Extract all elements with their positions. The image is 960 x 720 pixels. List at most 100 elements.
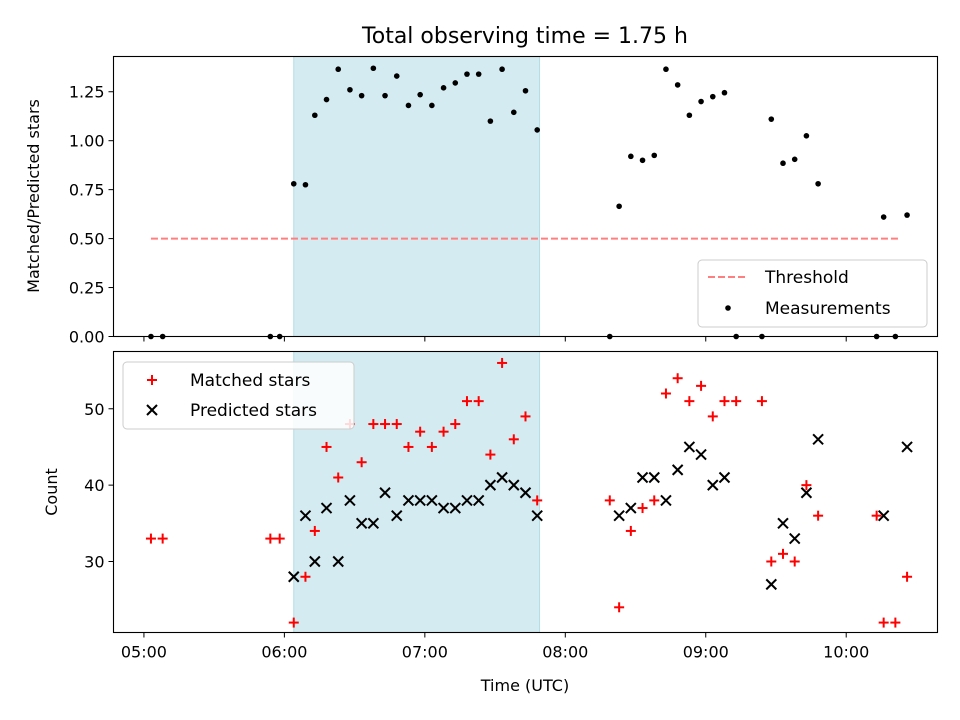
legend-threshold-label: Threshold	[764, 268, 849, 288]
bottom-axes-frame	[112, 350, 939, 634]
measurement-point	[499, 66, 505, 73]
measurement-point	[312, 112, 318, 119]
predicted-star-point	[671, 464, 684, 476]
matched-star-point	[450, 419, 461, 430]
predicted-star-point	[718, 471, 731, 484]
measurement-point	[417, 91, 423, 98]
matched-star-point	[672, 373, 683, 384]
measurement-point	[335, 66, 342, 73]
bottom-y-tick-label: 30	[84, 552, 104, 571]
measurement-point	[709, 93, 716, 100]
matched-star-point	[415, 426, 426, 437]
matched-star-point	[288, 617, 299, 628]
measurement-point	[475, 71, 482, 77]
top-y-tick-label: 1.25	[69, 83, 105, 102]
predicted-star-point	[765, 578, 778, 591]
measurement-point	[405, 102, 412, 109]
matched-star-point	[426, 441, 437, 452]
legends: Threshold Measurements Matched stars Predic…	[122, 259, 928, 430]
predicted-star-point	[877, 509, 890, 522]
matched-star-point	[871, 510, 882, 521]
predicted-star-point	[309, 555, 321, 568]
matched-star-point	[321, 441, 332, 452]
measurement-point	[510, 109, 517, 116]
predicted-star-point	[426, 494, 438, 507]
measurement-point	[534, 127, 541, 133]
data-marks	[145, 65, 913, 628]
matched-star-point	[300, 571, 311, 582]
predicted-star-point	[683, 441, 696, 453]
predicted-star-point	[355, 517, 368, 530]
measurement-point	[880, 214, 887, 220]
matched-star-point	[473, 396, 484, 407]
legend-measurements-swatch	[725, 305, 731, 311]
legend-matched-swatch	[147, 375, 157, 385]
matched-star-point	[778, 548, 788, 559]
top-y-tick-label: 0.75	[69, 181, 105, 200]
measurement-point	[780, 160, 786, 167]
matched-star-point	[789, 556, 800, 567]
predicted-star-point	[508, 479, 520, 491]
x-tick-label: 09:00	[683, 643, 729, 662]
predicted-star-point	[707, 479, 719, 491]
matched-star-point	[497, 357, 508, 368]
measurement-point	[628, 153, 634, 160]
measurement-point	[464, 71, 470, 77]
predicted-star-point	[449, 502, 461, 514]
matched-star-point	[719, 396, 730, 407]
matched-star-point	[696, 380, 707, 391]
measurement-point	[639, 157, 646, 164]
matched-star-point	[274, 533, 285, 544]
predicted-star-point	[414, 494, 426, 507]
axis-ticks: 0.00 0.25 0.50 0.75 1.00 1.25 30 40 50 05:00 06:00…	[69, 83, 869, 662]
legend-predicted-label: Predicted stars	[190, 401, 317, 421]
matched-star-point	[438, 426, 449, 437]
predicted-star-point	[636, 471, 649, 484]
top-axes-frame	[112, 55, 939, 338]
predicted-star-point	[402, 494, 415, 507]
predicted-star-point	[437, 502, 450, 514]
measurement-point	[698, 98, 704, 105]
x-tick-label: 10:00	[823, 643, 869, 662]
legend-matched-label: Matched stars	[190, 371, 310, 391]
predicted-star-point	[344, 494, 356, 507]
x-tick-label: 08:00	[542, 643, 588, 662]
matched-star-point	[637, 503, 648, 514]
measurement-point	[347, 86, 353, 93]
measurement-point	[803, 133, 810, 139]
top-y-tick-label: 1.00	[69, 132, 105, 151]
matched-star-point	[461, 396, 472, 407]
matched-star-point	[309, 525, 320, 536]
legend-measurements-label: Measurements	[765, 299, 891, 319]
x-tick-label: 07:00	[402, 643, 448, 662]
predicted-star-point	[788, 532, 801, 545]
predicted-star-point	[812, 433, 824, 446]
x-axis-label: Time (UTC)	[480, 676, 569, 695]
predicted-star-point	[484, 479, 497, 491]
measurement-point	[815, 180, 821, 187]
x-tick-label: 05:00	[121, 643, 167, 662]
matched-star-point	[660, 388, 671, 399]
predicted-star-point	[332, 555, 344, 568]
bottom-legend-box	[122, 361, 355, 430]
predicted-star-point	[461, 494, 473, 507]
predicted-star-point	[901, 441, 913, 453]
top-y-tick-label: 0.50	[69, 230, 105, 249]
matched-star-point	[333, 472, 344, 483]
measurement-point	[487, 118, 494, 124]
predicted-star-point	[777, 517, 789, 530]
predicted-star-point	[660, 494, 672, 507]
measurement-point	[358, 92, 365, 99]
predicted-star-point	[648, 471, 660, 484]
predicted-star-point	[391, 509, 403, 522]
matched-star-point	[614, 602, 625, 613]
predicted-star-point	[531, 509, 543, 522]
bottom-y-axis-label: Count	[42, 468, 61, 516]
predicted-star-point	[519, 487, 532, 499]
measurement-point	[686, 112, 693, 119]
matched-star-point	[902, 571, 913, 582]
matched-star-point	[684, 396, 695, 407]
legend-predicted-swatch	[146, 404, 158, 416]
top-observing-window	[293, 56, 541, 337]
